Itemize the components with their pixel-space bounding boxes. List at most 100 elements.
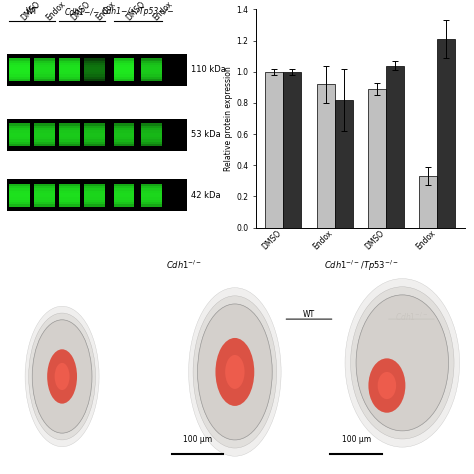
- Ellipse shape: [193, 296, 277, 448]
- Text: $Cdh1^{-/-}$: $Cdh1^{-/-}$: [395, 310, 428, 323]
- Bar: [141, 191, 162, 200]
- Bar: [114, 63, 135, 77]
- Text: Endox: Endox: [45, 0, 67, 22]
- Bar: [7, 54, 187, 86]
- Bar: [9, 65, 30, 74]
- Ellipse shape: [356, 295, 448, 431]
- Bar: [59, 63, 80, 77]
- Bar: [34, 58, 55, 81]
- Bar: [114, 130, 135, 139]
- Bar: [386, 65, 404, 228]
- Bar: [84, 58, 105, 81]
- Text: Endox: Endox: [95, 0, 118, 22]
- Ellipse shape: [198, 304, 272, 440]
- Bar: [265, 72, 283, 228]
- Text: Endox: Endox: [152, 0, 174, 22]
- Bar: [59, 65, 80, 74]
- Legend: E-cadherin: E-cadherin: [404, 0, 465, 2]
- Ellipse shape: [198, 304, 272, 440]
- Bar: [114, 65, 135, 74]
- Bar: [335, 100, 353, 228]
- Bar: [34, 193, 55, 198]
- Bar: [9, 188, 30, 202]
- Text: WT: WT: [26, 7, 38, 16]
- Text: DMSO: DMSO: [19, 0, 42, 22]
- Bar: [141, 123, 162, 146]
- Text: 100 μm: 100 μm: [342, 436, 371, 445]
- Bar: [84, 193, 105, 198]
- Ellipse shape: [28, 313, 96, 440]
- Bar: [9, 67, 30, 72]
- Bar: [34, 130, 55, 139]
- Text: Cdh1−/−/Tp53−/−: Cdh1−/−/Tp53−/−: [101, 7, 174, 16]
- Bar: [114, 67, 135, 72]
- Bar: [84, 61, 105, 79]
- Bar: [141, 61, 162, 79]
- Bar: [34, 186, 55, 204]
- Ellipse shape: [356, 295, 448, 431]
- Bar: [34, 133, 55, 137]
- Y-axis label: Relative protein expression: Relative protein expression: [224, 66, 233, 171]
- Bar: [114, 133, 135, 137]
- Bar: [9, 61, 30, 79]
- Ellipse shape: [25, 306, 99, 447]
- Bar: [114, 193, 135, 198]
- Bar: [437, 39, 455, 228]
- Bar: [59, 130, 80, 139]
- Bar: [59, 61, 80, 79]
- Bar: [9, 123, 30, 146]
- Bar: [9, 130, 30, 139]
- Bar: [59, 67, 80, 72]
- Bar: [84, 130, 105, 139]
- Bar: [114, 58, 135, 81]
- Bar: [9, 191, 30, 200]
- Bar: [141, 128, 162, 142]
- Bar: [59, 191, 80, 200]
- Bar: [59, 58, 80, 81]
- Bar: [141, 126, 162, 144]
- Bar: [84, 65, 105, 74]
- Bar: [84, 133, 105, 137]
- Text: 42 kDa: 42 kDa: [191, 191, 221, 200]
- Bar: [114, 126, 135, 144]
- Ellipse shape: [216, 338, 254, 406]
- Bar: [9, 133, 30, 137]
- Bar: [114, 128, 135, 142]
- Bar: [84, 186, 105, 204]
- Bar: [114, 188, 135, 202]
- Bar: [114, 61, 135, 79]
- Ellipse shape: [368, 358, 405, 413]
- Bar: [84, 126, 105, 144]
- Ellipse shape: [55, 363, 70, 390]
- Bar: [9, 184, 30, 207]
- Bar: [141, 133, 162, 137]
- Text: DMSO: DMSO: [70, 0, 92, 22]
- Text: $Cdh1^{-/-}/Tp53^{-/-}$: $Cdh1^{-/-}/Tp53^{-/-}$: [324, 259, 398, 273]
- Bar: [59, 186, 80, 204]
- Bar: [114, 184, 135, 207]
- Bar: [34, 65, 55, 74]
- Bar: [9, 58, 30, 81]
- Bar: [59, 193, 80, 198]
- Bar: [34, 126, 55, 144]
- Bar: [141, 67, 162, 72]
- Bar: [84, 128, 105, 142]
- Bar: [34, 191, 55, 200]
- Bar: [59, 184, 80, 207]
- Bar: [141, 63, 162, 77]
- Ellipse shape: [32, 320, 92, 433]
- Bar: [59, 126, 80, 144]
- Bar: [141, 130, 162, 139]
- Ellipse shape: [189, 288, 281, 456]
- Bar: [9, 193, 30, 198]
- Bar: [59, 128, 80, 142]
- Bar: [283, 72, 301, 228]
- Ellipse shape: [378, 372, 396, 399]
- Ellipse shape: [32, 320, 92, 433]
- Bar: [84, 63, 105, 77]
- Bar: [141, 65, 162, 74]
- Ellipse shape: [345, 279, 460, 447]
- Text: WT: WT: [303, 310, 315, 319]
- Bar: [59, 133, 80, 137]
- Bar: [59, 188, 80, 202]
